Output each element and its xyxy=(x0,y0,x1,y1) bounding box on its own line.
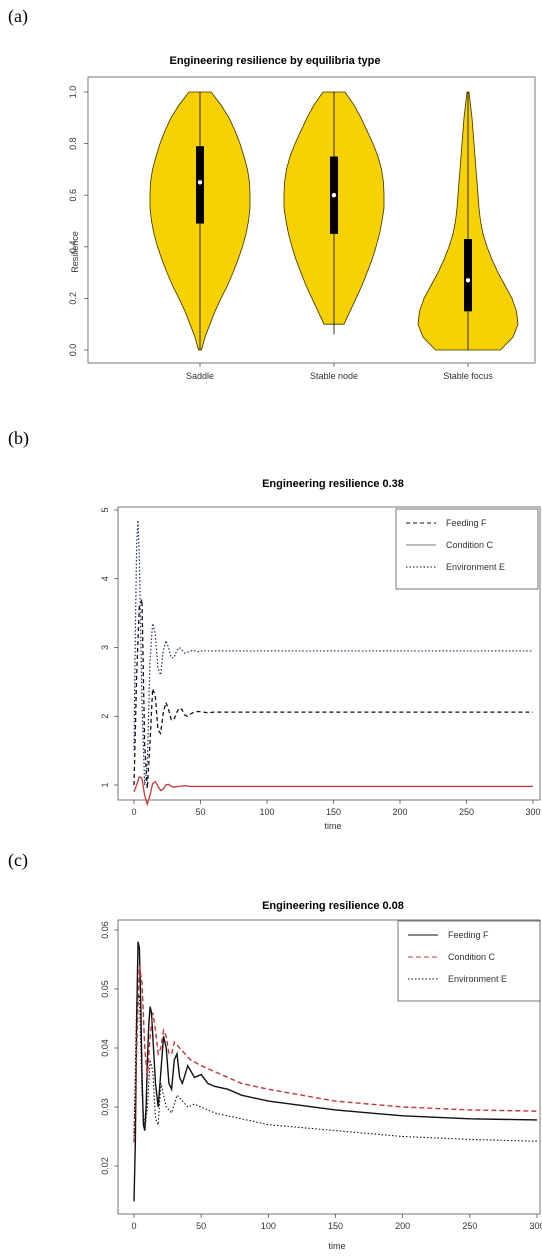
legend-box xyxy=(395,508,539,590)
median-point xyxy=(465,278,471,283)
violin-chart: Engineering resilience by equilibria typ… xyxy=(68,55,536,381)
x-tick-label: 150 xyxy=(326,807,341,817)
x-tick-label: 200 xyxy=(392,807,407,817)
x-tick-label: 300 xyxy=(529,1221,542,1231)
panel-label-b: (b) xyxy=(8,428,29,448)
iqr-box xyxy=(196,146,204,224)
y-tick-label: 0.2 xyxy=(68,292,78,305)
plot-frame xyxy=(117,506,541,801)
x-axis-label: time xyxy=(324,821,341,831)
y-tick-label: 0.8 xyxy=(68,137,78,150)
x-tick-label: 50 xyxy=(195,807,205,817)
y-axis-label: Resilience xyxy=(70,231,80,273)
legend-label: Condition C xyxy=(448,952,496,962)
x-tick-label: 100 xyxy=(259,807,274,817)
panel-label-a: (a) xyxy=(8,6,28,26)
x-tick-label: 250 xyxy=(462,1221,477,1231)
x-tick-label: 150 xyxy=(328,1221,343,1231)
x-tick-label: 100 xyxy=(261,1221,276,1231)
x-tick-label: 300 xyxy=(525,807,540,817)
plot-frame xyxy=(87,76,536,364)
y-tick-label: 0.06 xyxy=(100,921,110,939)
y-tick-label: 1 xyxy=(100,782,110,787)
y-tick-label: 0.02 xyxy=(100,1157,110,1175)
y-tick-label: 3 xyxy=(100,645,110,650)
panel-label-c: (c) xyxy=(8,850,28,870)
x-tick-label: Stable node xyxy=(310,371,358,381)
series-line xyxy=(133,941,538,1202)
y-tick-label: 5 xyxy=(100,507,110,512)
chart-title: Engineering resilience 0.38 xyxy=(262,478,404,490)
x-axis-label: time xyxy=(328,1241,345,1251)
y-tick-label: 0.05 xyxy=(100,980,110,998)
x-tick-label: 0 xyxy=(131,807,136,817)
legend-label: Feeding F xyxy=(448,930,489,940)
y-tick-label: 0.0 xyxy=(68,344,78,357)
y-tick-label: 0.4 xyxy=(68,241,78,254)
iqr-box xyxy=(464,239,472,312)
line-chart-b: Engineering resilience 0.38 time 0 50 100 1… xyxy=(100,478,541,831)
legend-box xyxy=(397,920,541,1002)
line-chart-c: Engineering resilience 0.08 time 0 50 100 1… xyxy=(100,900,542,1251)
median-point xyxy=(331,193,337,198)
series-line xyxy=(133,520,533,786)
y-tick-label: 0.6 xyxy=(68,189,78,202)
legend-label: Environment E xyxy=(448,974,507,984)
series-line xyxy=(133,775,533,807)
y-tick-label: 2 xyxy=(100,714,110,719)
chart-title: Engineering resilience 0.08 xyxy=(262,900,404,912)
x-tick-label: 0 xyxy=(131,1221,136,1231)
legend-label: Feeding F xyxy=(446,518,487,528)
plot-frame xyxy=(117,919,541,1215)
x-tick-label: Saddle xyxy=(186,371,214,381)
x-tick-label: 200 xyxy=(395,1221,410,1231)
x-tick-label: 250 xyxy=(459,807,474,817)
legend-label: Condition C xyxy=(446,540,494,550)
y-tick-label: 0.04 xyxy=(100,1039,110,1057)
legend-label: Environment E xyxy=(446,562,505,572)
series-line xyxy=(133,599,533,789)
median-point xyxy=(197,180,203,185)
chart-title: Engineering resilience by equilibria typ… xyxy=(170,55,381,67)
y-tick-label: 0.03 xyxy=(100,1098,110,1116)
x-tick-label: Stable focus xyxy=(443,371,493,381)
x-tick-label: 50 xyxy=(196,1221,206,1231)
y-tick-label: 1.0 xyxy=(68,86,78,99)
y-tick-label: 4 xyxy=(100,576,110,581)
